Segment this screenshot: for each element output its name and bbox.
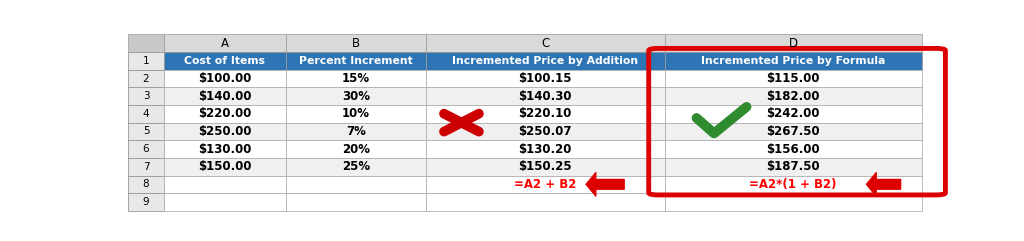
Text: Incremented Price by Addition: Incremented Price by Addition [452, 56, 638, 66]
Bar [426, 140, 665, 158]
Text: $182.00: $182.00 [766, 90, 820, 103]
Bar [128, 34, 164, 52]
Text: $220.00: $220.00 [199, 107, 252, 120]
Text: $220.10: $220.10 [518, 107, 571, 120]
Text: 2: 2 [142, 74, 150, 84]
Text: $187.50: $187.50 [766, 160, 820, 173]
Text: 25%: 25% [342, 160, 370, 173]
Bar [426, 193, 665, 211]
Bar [426, 87, 665, 105]
Bar [665, 175, 922, 193]
Text: 30%: 30% [342, 90, 370, 103]
Text: $115.00: $115.00 [766, 72, 820, 85]
Text: 6: 6 [142, 144, 150, 154]
Bar [164, 105, 286, 123]
Text: $150.25: $150.25 [518, 160, 571, 173]
Bar [164, 193, 286, 211]
Text: 9: 9 [142, 197, 150, 207]
Bar [286, 70, 426, 87]
Text: $130.20: $130.20 [518, 143, 571, 156]
Bar [665, 87, 922, 105]
Bar [426, 34, 665, 52]
Text: $250.07: $250.07 [518, 125, 571, 138]
Bar [128, 105, 164, 123]
Bar [286, 52, 426, 70]
Bar [164, 140, 286, 158]
Bar [426, 175, 665, 193]
Text: B: B [351, 37, 359, 50]
Text: =A2 + B2: =A2 + B2 [514, 178, 577, 191]
Text: Percent Increment: Percent Increment [299, 56, 413, 66]
Bar [128, 158, 164, 175]
Text: 7%: 7% [346, 125, 366, 138]
Bar [426, 123, 665, 140]
Bar [164, 87, 286, 105]
Bar [665, 70, 922, 87]
Text: 7: 7 [142, 162, 150, 172]
Bar [426, 105, 665, 123]
Bar [286, 123, 426, 140]
Bar [426, 70, 665, 87]
Bar [164, 34, 286, 52]
Text: 15%: 15% [342, 72, 370, 85]
Bar [426, 158, 665, 175]
Text: $100.00: $100.00 [199, 72, 252, 85]
Bar [665, 52, 922, 70]
Bar [128, 52, 164, 70]
Bar [164, 70, 286, 87]
Bar [128, 123, 164, 140]
Text: 1: 1 [142, 56, 150, 66]
Text: 3: 3 [142, 91, 150, 101]
Text: $250.00: $250.00 [199, 125, 252, 138]
Bar [164, 123, 286, 140]
Text: $140.00: $140.00 [199, 90, 252, 103]
Text: =A2*(1 + B2): =A2*(1 + B2) [750, 178, 837, 191]
Text: $140.30: $140.30 [518, 90, 571, 103]
Bar [164, 52, 286, 70]
Text: 8: 8 [142, 179, 150, 189]
Text: 20%: 20% [342, 143, 370, 156]
Text: D: D [788, 37, 798, 50]
Text: $156.00: $156.00 [766, 143, 820, 156]
Text: C: C [541, 37, 549, 50]
Bar [128, 193, 164, 211]
Bar [128, 87, 164, 105]
Text: $267.50: $267.50 [766, 125, 820, 138]
Bar [665, 123, 922, 140]
Bar [128, 175, 164, 193]
Bar [286, 34, 426, 52]
Text: 5: 5 [142, 127, 150, 136]
Bar [665, 158, 922, 175]
Bar [286, 193, 426, 211]
Bar [164, 175, 286, 193]
Text: 10%: 10% [342, 107, 370, 120]
Text: A: A [221, 37, 229, 50]
Bar [286, 105, 426, 123]
Text: $150.00: $150.00 [199, 160, 252, 173]
Bar [128, 140, 164, 158]
Text: Cost of Items: Cost of Items [184, 56, 265, 66]
Bar [426, 52, 665, 70]
Bar [286, 140, 426, 158]
Bar [665, 34, 922, 52]
Bar [128, 70, 164, 87]
Bar [286, 158, 426, 175]
Text: $130.00: $130.00 [199, 143, 252, 156]
Text: $100.15: $100.15 [518, 72, 571, 85]
Bar [665, 105, 922, 123]
Bar [164, 158, 286, 175]
Text: $242.00: $242.00 [766, 107, 820, 120]
Bar [665, 193, 922, 211]
Bar [286, 175, 426, 193]
Bar [665, 140, 922, 158]
Text: Incremented Price by Formula: Incremented Price by Formula [700, 56, 886, 66]
Text: 4: 4 [142, 109, 150, 119]
Bar [286, 87, 426, 105]
